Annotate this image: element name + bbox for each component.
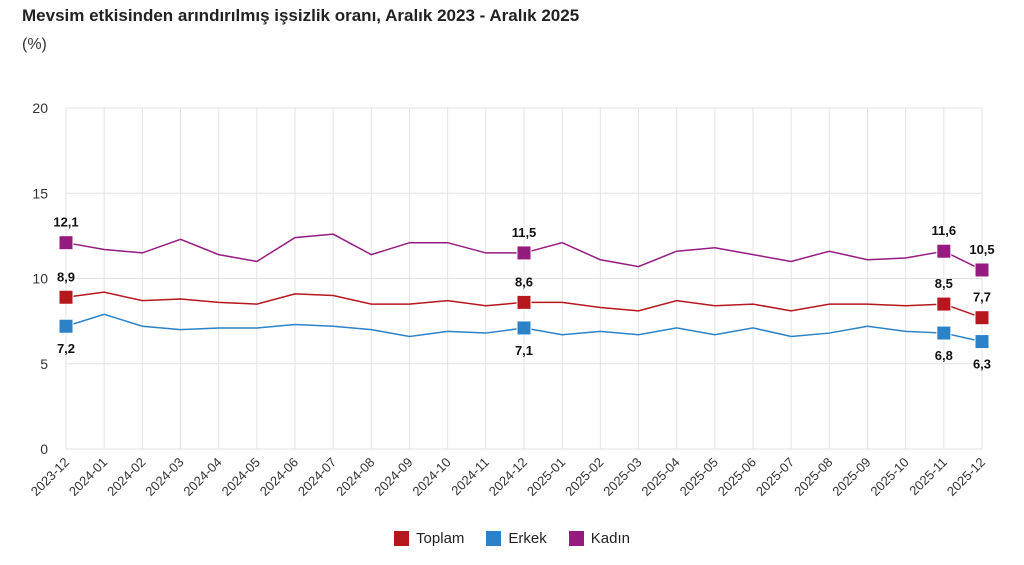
legend: Toplam Erkek Kadın [0, 530, 1024, 547]
x-tick-label: 2024-08 [333, 455, 377, 499]
x-tick-label: 2024-11 [448, 455, 492, 499]
y-tick-label: 0 [40, 441, 48, 457]
x-tick-label: 2024-05 [219, 455, 263, 499]
legend-label: Toplam [416, 530, 465, 547]
legend-swatch [568, 531, 584, 546]
x-tick-label: 2024-03 [142, 455, 186, 499]
x-tick-label: 2025-11 [906, 455, 950, 499]
line-chart: 051015202023-122024-012024-022024-032024… [28, 100, 995, 499]
data-point-marker [58, 289, 74, 305]
x-tick-label: 2024-09 [371, 455, 415, 499]
data-label: 8,6 [515, 274, 533, 289]
legend-label: Erkek [508, 530, 547, 547]
x-tick-label: 2025-06 [715, 455, 759, 499]
chart-unit: (%) [22, 36, 47, 53]
data-point-marker [516, 294, 532, 310]
x-tick-label: 2025-08 [791, 455, 835, 499]
x-tick-label: 2024-01 [66, 455, 110, 499]
legend-label: Kadın [590, 530, 630, 547]
data-point-marker [936, 325, 952, 341]
data-label: 7,1 [515, 343, 533, 358]
x-tick-label: 2025-03 [600, 455, 644, 499]
legend-swatch [394, 531, 410, 546]
legend-item-kadin[interactable]: Kadın [568, 530, 630, 547]
y-tick-label: 15 [32, 185, 48, 201]
data-point-marker [516, 245, 532, 261]
data-point-marker [974, 262, 990, 278]
y-tick-label: 10 [32, 271, 48, 287]
x-tick-label: 2025-09 [829, 455, 873, 499]
legend-swatch [486, 531, 502, 546]
x-tick-label: 2025-07 [753, 455, 797, 499]
legend-item-erkek[interactable]: Erkek [486, 530, 547, 547]
data-point-marker [516, 320, 532, 336]
y-tick-label: 5 [40, 356, 48, 372]
x-tick-label: 2024-02 [104, 455, 148, 499]
data-point-marker [936, 243, 952, 259]
x-tick-label: 2024-10 [409, 455, 453, 499]
data-label: 10,5 [969, 242, 994, 257]
y-tick-label: 20 [32, 100, 48, 116]
data-point-marker [936, 296, 952, 312]
x-tick-label: 2024-12 [486, 455, 530, 499]
data-label: 8,9 [57, 269, 75, 284]
data-point-marker [58, 318, 74, 334]
data-label: 7,7 [973, 290, 991, 305]
legend-item-toplam[interactable]: Toplam [394, 530, 464, 547]
x-tick-label: 2025-01 [524, 455, 568, 499]
x-tick-label: 2024-04 [180, 455, 224, 499]
data-point-marker [58, 235, 74, 251]
x-tick-label: 2023-12 [28, 455, 72, 499]
x-tick-label: 2025-12 [944, 455, 988, 499]
x-tick-label: 2024-07 [295, 455, 339, 499]
data-label: 6,3 [973, 357, 991, 372]
x-tick-label: 2025-05 [677, 455, 721, 499]
x-tick-label: 2025-10 [867, 455, 911, 499]
data-point-marker [974, 334, 990, 350]
data-label: 8,5 [935, 276, 953, 291]
data-label: 11,6 [932, 223, 957, 238]
data-label: 7,2 [57, 341, 75, 356]
data-label: 6,8 [935, 348, 953, 363]
x-tick-label: 2025-04 [638, 455, 682, 499]
chart-title: Mevsim etkisinden arındırılmış işsizlik … [22, 6, 580, 25]
data-point-marker [974, 310, 990, 326]
data-label: 12,1 [53, 215, 78, 230]
x-tick-label: 2025-02 [562, 455, 606, 499]
x-tick-label: 2024-06 [257, 455, 301, 499]
data-label: 11,5 [512, 225, 537, 240]
